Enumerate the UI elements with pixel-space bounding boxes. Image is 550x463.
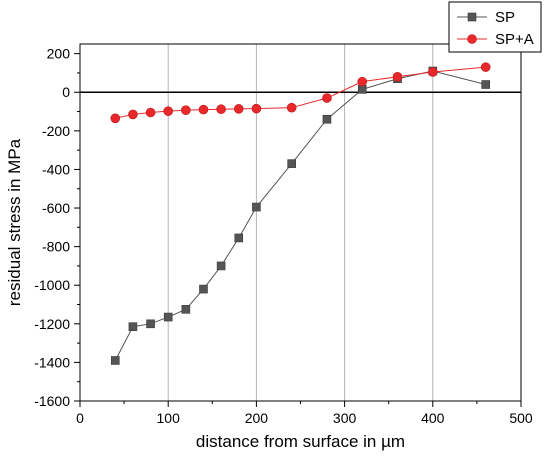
data-point [357, 85, 367, 94]
data-point [287, 159, 296, 168]
y-tick-label: -600 [42, 200, 70, 216]
y-tick-label: 0 [62, 84, 70, 100]
data-point [181, 105, 191, 115]
data-point [181, 305, 191, 314]
y-tick-label: 200 [47, 46, 71, 62]
legend-box [448, 1, 542, 53]
series-sp-a [110, 62, 491, 124]
data-point [392, 72, 403, 82]
data-point [233, 104, 244, 114]
y-tick-label: -200 [42, 123, 70, 139]
data-point [216, 104, 226, 115]
y-tick-label: -1200 [34, 316, 70, 332]
data-series [110, 62, 491, 365]
data-point [146, 319, 155, 329]
data-point [322, 93, 332, 103]
x-tick-label: 400 [421, 410, 445, 426]
y-tick-label: -1600 [34, 393, 70, 409]
data-point [481, 80, 491, 89]
legend: SP SP+A [448, 1, 542, 53]
data-point [128, 109, 138, 120]
y-tick-label: -1400 [34, 354, 70, 370]
grid-lines [167, 44, 434, 401]
data-point [199, 284, 208, 294]
y-tick-label: -800 [42, 239, 70, 255]
data-point [234, 233, 244, 243]
legend-marker [467, 12, 477, 22]
x-tick-label: 0 [76, 410, 84, 426]
plot-frame [79, 43, 522, 402]
data-point [163, 312, 173, 322]
data-point [110, 113, 121, 124]
axes: 0 100 200 300 400 500 -1600 -1400 -1200 -1000 -800… [34, 46, 533, 426]
y-axis-title: residual stress in MPa [5, 138, 24, 306]
data-point [286, 102, 297, 113]
data-point [216, 261, 226, 271]
data-point [427, 67, 438, 77]
data-point [198, 104, 209, 115]
data-point [252, 202, 261, 212]
x-tick-label: 300 [333, 410, 357, 426]
x-axis-title: distance from surface in µm [196, 432, 405, 451]
x-tick-label: 100 [157, 410, 181, 426]
y-tick-label: -1000 [34, 277, 70, 293]
y-tick-label: -400 [42, 161, 70, 177]
legend-marker [467, 34, 477, 44]
data-point [480, 62, 491, 72]
data-point [322, 114, 332, 124]
data-point [357, 76, 368, 87]
data-point [145, 107, 156, 118]
legend-label: SP [495, 9, 515, 26]
x-tick-label: 500 [509, 410, 533, 426]
data-point [128, 322, 138, 332]
data-point [110, 356, 120, 365]
data-point [163, 106, 173, 116]
x-tick-label: 200 [245, 410, 269, 426]
legend-label: SP+A [495, 31, 534, 48]
data-point [251, 103, 262, 114]
